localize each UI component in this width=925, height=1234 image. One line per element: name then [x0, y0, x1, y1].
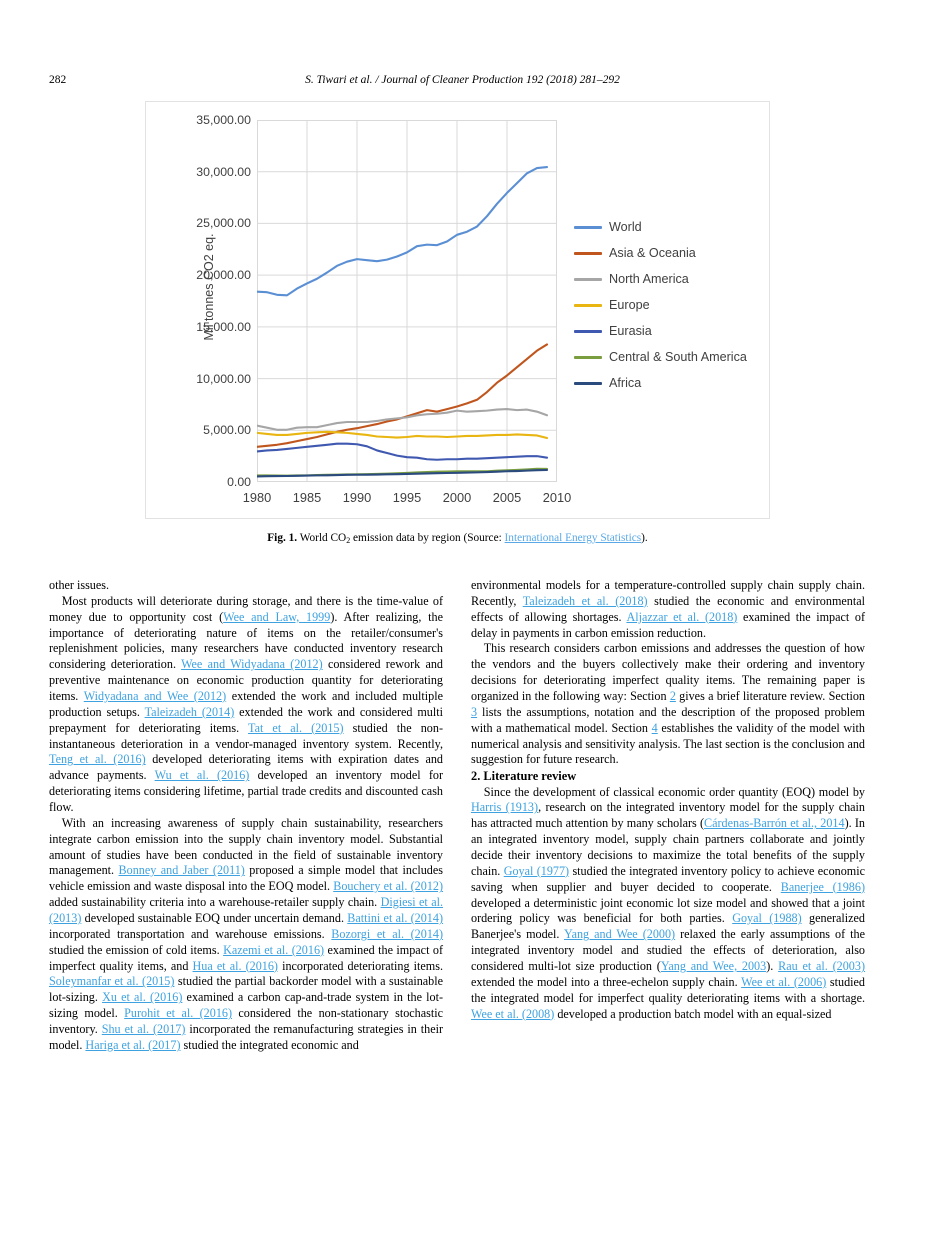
citation-link[interactable]: Wee and Widyadana (2012)	[181, 657, 323, 672]
legend-item[interactable]: World	[574, 214, 747, 240]
body-paragraph: With an increasing awareness of supply c…	[49, 815, 444, 1052]
x-axis-tick-label: 2000	[442, 490, 472, 505]
figure-1: Mil tonnes CO2 eq. 35,000.00 30,000.00 25,…	[145, 101, 770, 519]
legend-label: Asia & Oceania	[609, 246, 696, 260]
legend-item[interactable]: Central & South America	[574, 344, 747, 370]
figure-caption-text-3: ).	[641, 532, 648, 544]
chart-legend: World Asia & Oceania North America Europe Eu…	[574, 214, 747, 396]
citation-link[interactable]: Goyal (1977)	[503, 863, 570, 878]
citation-link[interactable]: Purohit et al. (2016)	[124, 1006, 232, 1021]
figure-caption-subscript: 2	[346, 536, 351, 545]
citation-link[interactable]: Soleymanfar et al. (2015)	[49, 974, 175, 989]
figure-source-link[interactable]: International Energy Statistics	[504, 532, 642, 544]
y-axis-ticks: 35,000.00 30,000.00 25,000.00 20,000.00 15,0…	[166, 102, 251, 520]
x-axis-tick-label: 1990	[342, 490, 372, 505]
citation-link[interactable]: Shu et al. (2017)	[101, 1022, 186, 1037]
x-axis-tick-label: 1995	[392, 490, 422, 505]
citation-link[interactable]: Cárdenas-Barrón et al., 2014	[704, 816, 845, 831]
citation-link[interactable]: Battini et al. (2014)	[347, 911, 443, 926]
figure-caption: Fig. 1. World CO2 emission data by regio…	[145, 531, 770, 547]
legend-color-swatch	[574, 355, 602, 359]
citation-link[interactable]: Teng et al. (2016)	[49, 752, 146, 767]
legend-label: Eurasia	[609, 324, 652, 338]
y-axis-tick-label: 15,000.00	[196, 319, 251, 334]
body-column-right: environmental models for a temperature-c…	[471, 578, 865, 1022]
body-column-left: other issues. Most products will deterior…	[49, 578, 443, 1054]
citation-link[interactable]: Rau et al. (2003)	[778, 958, 865, 973]
legend-item[interactable]: Europe	[574, 292, 747, 318]
y-axis-tick-label: 30,000.00	[196, 164, 251, 179]
citation-link[interactable]: Bonney and Jaber (2011)	[118, 863, 245, 878]
y-axis-tick-label: 20,000.00	[196, 268, 251, 283]
x-axis-tick-label: 2010	[542, 490, 572, 505]
citation-link[interactable]: Yang and Wee, 2003	[660, 958, 767, 973]
figure-caption-text-1: World CO	[297, 532, 347, 544]
legend-color-swatch	[574, 381, 602, 385]
citation-link[interactable]: Aljazzar et al. (2018)	[626, 609, 738, 624]
citation-link[interactable]: Banerjee (1986)	[780, 879, 865, 894]
citation-link[interactable]: Digiesi et al. (2013)	[49, 895, 443, 926]
y-axis-tick-label: 5,000.00	[203, 423, 251, 438]
legend-label: World	[609, 220, 642, 234]
chart-container: Mil tonnes CO2 eq. 35,000.00 30,000.00 25,…	[145, 101, 770, 519]
citation-link[interactable]: Bouchery et al. (2012)	[333, 879, 443, 894]
citation-link[interactable]: 3	[471, 704, 478, 719]
legend-item[interactable]: North America	[574, 266, 747, 292]
journal-reference: S. Tiwari et al. / Journal of Cleaner Pr…	[305, 74, 620, 86]
plot-area	[257, 120, 557, 482]
legend-label: Europe	[609, 298, 650, 312]
section-heading: 2. Literature review	[471, 769, 577, 784]
figure-caption-label: Fig. 1.	[267, 532, 298, 544]
legend-item[interactable]: Asia & Oceania	[574, 240, 747, 266]
citation-link[interactable]: Goyal (1988)	[732, 911, 802, 926]
legend-label: Africa	[609, 376, 642, 390]
y-axis-tick-label: 0.00	[227, 475, 251, 489]
citation-link[interactable]: Hariga et al. (2017)	[85, 1037, 181, 1052]
legend-label: Central & South America	[609, 350, 747, 364]
legend-label: North America	[609, 272, 689, 286]
citation-link[interactable]: Tat et al. (2015)	[248, 720, 344, 735]
y-axis-tick-label: 25,000.00	[196, 216, 251, 231]
citation-link[interactable]: Kazemi et al. (2016)	[223, 942, 325, 957]
body-paragraph: This research considers carbon emissions…	[471, 641, 865, 767]
legend-color-swatch	[574, 251, 602, 255]
legend-color-swatch	[574, 303, 602, 307]
x-axis-tick-label: 1985	[292, 490, 322, 505]
legend-color-swatch	[574, 329, 602, 333]
legend-item[interactable]: Eurasia	[574, 318, 747, 344]
citation-link[interactable]: 2	[669, 689, 676, 704]
x-axis-ticks: 1980 1985 1990 1995 2000 2005 2010	[146, 102, 771, 520]
citation-link[interactable]: Wee et al. (2006)	[741, 974, 827, 989]
citation-link[interactable]: Wee and Law, 1999	[223, 609, 331, 624]
body-paragraph: environmental models for a temperature-c…	[471, 578, 865, 640]
legend-color-swatch	[574, 225, 602, 229]
body-paragraph: Most products will deteriorate during st…	[49, 593, 444, 815]
legend-color-swatch	[574, 277, 602, 281]
citation-link[interactable]: Taleizadeh (2014)	[144, 704, 235, 719]
body-paragraph: Since the development of classical econo…	[471, 784, 865, 1021]
figure-caption-text-2: emission data by region (Source:	[350, 532, 505, 544]
x-axis-tick-label: 1980	[242, 490, 272, 505]
citation-link[interactable]: Wee et al. (2008)	[471, 1006, 555, 1021]
citation-link[interactable]: Xu et al. (2016)	[102, 990, 183, 1005]
citation-link[interactable]: Widyadana and Wee (2012)	[83, 689, 227, 704]
y-axis-tick-label: 35,000.00	[196, 113, 251, 127]
citation-link[interactable]: Hua et al. (2016)	[192, 958, 278, 973]
body-paragraph: other issues.	[49, 578, 110, 592]
citation-link[interactable]: Yang and Wee (2000)	[564, 927, 676, 942]
citation-link[interactable]: 4	[651, 720, 658, 735]
running-head: 282 S. Tiwari et al. / Journal of Cleane…	[0, 74, 925, 92]
citation-link[interactable]: Taleizadeh et al. (2018)	[522, 593, 648, 608]
y-axis-tick-label: 10,000.00	[196, 371, 251, 386]
citation-link[interactable]: Wu et al. (2016)	[154, 768, 250, 783]
citation-link[interactable]: Harris (1913)	[471, 800, 539, 815]
x-axis-tick-label: 2005	[492, 490, 522, 505]
page-number: 282	[49, 74, 67, 86]
legend-item[interactable]: Africa	[574, 370, 747, 396]
citation-link[interactable]: Bozorgi et al. (2014)	[331, 926, 443, 941]
